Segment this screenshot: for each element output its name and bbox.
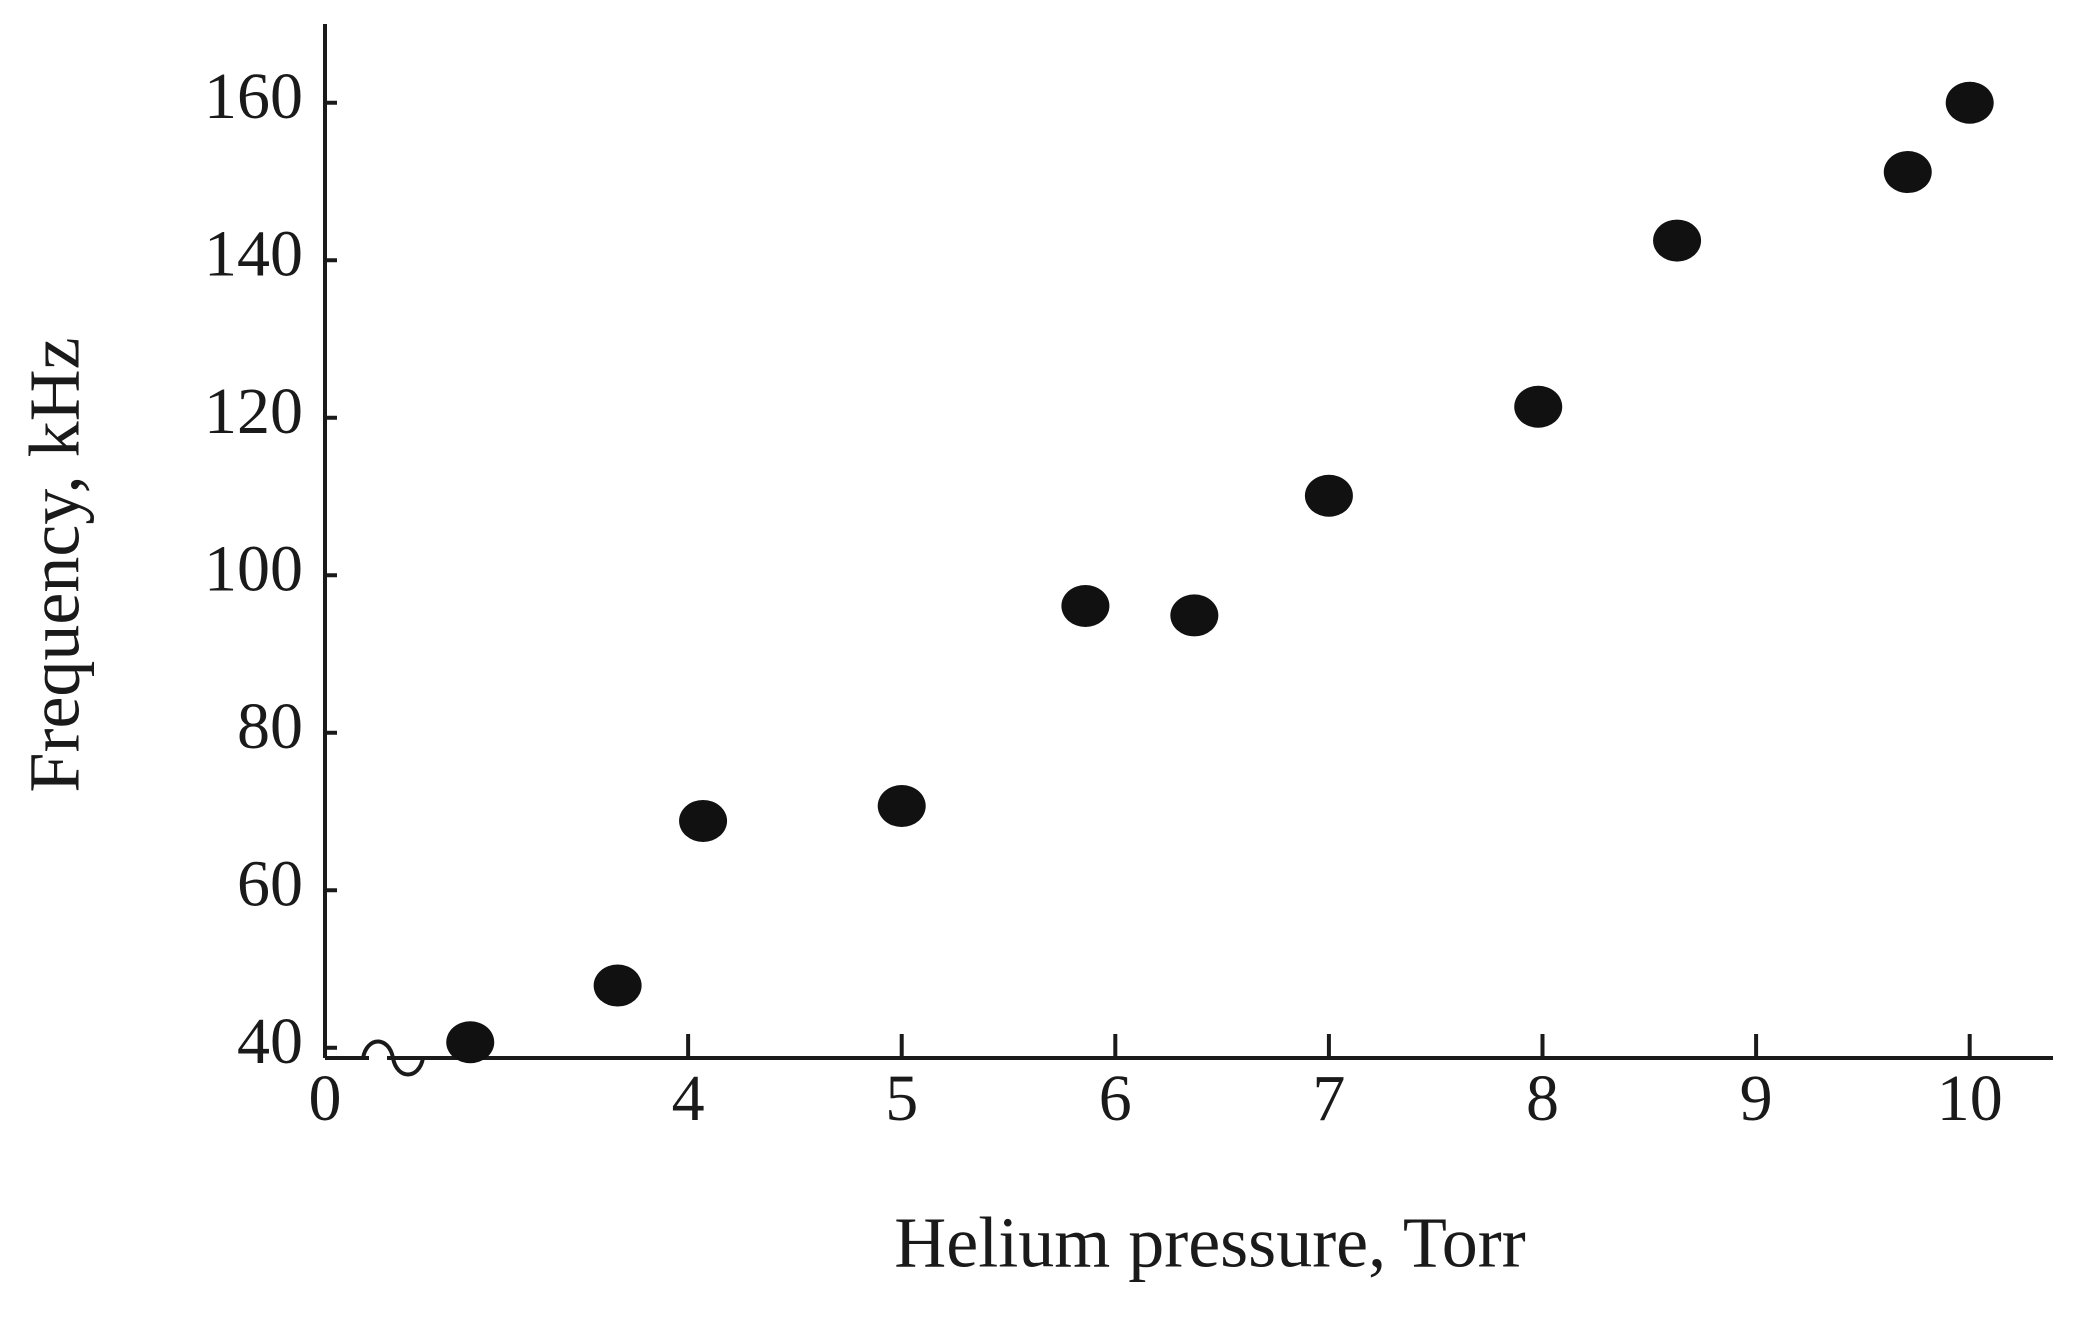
data-point: [1170, 594, 1219, 637]
axis-break-mark: [361, 1039, 425, 1077]
x-tick-label: 9: [1740, 1062, 1773, 1135]
data-point: [1061, 584, 1110, 627]
data-point: [877, 784, 926, 827]
data-point: [593, 964, 642, 1007]
axis-break-gap: [369, 1055, 387, 1061]
x-axis-title: Helium pressure, Torr: [894, 1203, 1526, 1283]
y-tick-label: 80: [237, 690, 303, 763]
x-tick-label: 7: [1312, 1062, 1345, 1135]
y-tick-label: 100: [204, 532, 303, 605]
data-point: [1653, 219, 1702, 262]
axis-break: [361, 1039, 425, 1077]
x-tick-label: 5: [885, 1062, 918, 1135]
y-tick-label: 60: [237, 847, 303, 920]
data-point: [1514, 385, 1563, 428]
x-tick-label: 8: [1526, 1062, 1559, 1135]
data-point: [1945, 81, 1994, 124]
y-tick-label: 160: [204, 60, 303, 133]
data-point: [679, 799, 728, 842]
data-point: [1883, 151, 1932, 194]
data-point: [1304, 474, 1353, 517]
x-tick-label: 4: [672, 1062, 705, 1135]
y-tick-label: 40: [237, 1005, 303, 1078]
x-tick-label: 10: [1937, 1062, 2003, 1135]
y-tick-label: 140: [204, 217, 303, 290]
data-point: [446, 1021, 495, 1064]
y-axis-title: Frequency, kHz: [15, 337, 95, 792]
x-tick-label: 6: [1099, 1062, 1132, 1135]
y-tick-label: 120: [204, 375, 303, 448]
x-origin-label: 0: [309, 1062, 342, 1135]
